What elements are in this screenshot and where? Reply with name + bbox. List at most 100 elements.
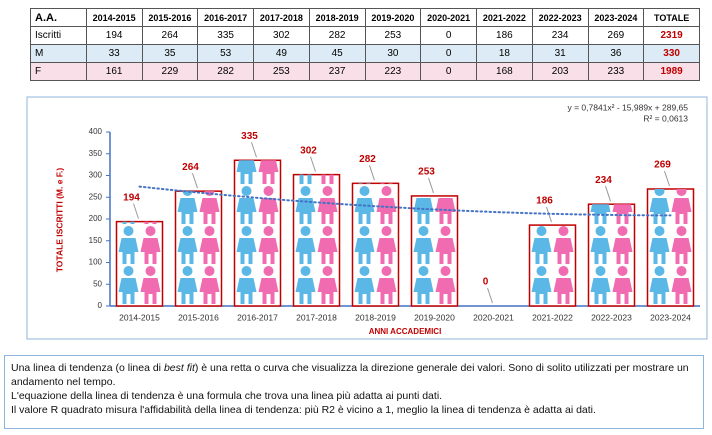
- figure-head: [418, 266, 429, 276]
- header-cell: 2014-2015: [85, 8, 143, 27]
- table-cell: 1989: [643, 62, 700, 81]
- figure-body: [317, 238, 338, 264]
- figure-head: [263, 226, 274, 236]
- figure-head: [359, 266, 370, 276]
- figure-head: [204, 266, 215, 276]
- figure-head: [654, 188, 665, 196]
- figure-head: [182, 266, 193, 276]
- label-arrow: [310, 156, 316, 172]
- figure-body: [612, 278, 633, 304]
- x-tick-label: 2014-2015: [119, 312, 160, 322]
- x-tick-label: 2023-2024: [650, 312, 691, 322]
- y-tick-label: 300: [89, 171, 103, 180]
- bar-figures: [177, 191, 220, 304]
- figure-body: [671, 278, 692, 304]
- figure-head: [241, 266, 252, 276]
- x-tick-label: 2021-2022: [532, 312, 573, 322]
- figure-body: [435, 198, 456, 224]
- table-row: F 161 229 282 253 237 223 0 168 203 233 1989: [30, 62, 700, 81]
- figure-body: [118, 278, 139, 304]
- figure-body: [553, 278, 574, 304]
- figure-head: [617, 266, 628, 276]
- figure-body: [258, 278, 279, 304]
- figure-body: [317, 198, 338, 224]
- header-cell: 2022-2023: [531, 8, 589, 27]
- figure-body: [317, 278, 338, 304]
- figure-body: [435, 278, 456, 304]
- figure-body: [199, 278, 220, 304]
- figure-head: [422, 195, 425, 196]
- figure-body: [177, 278, 198, 304]
- bar-figures: [413, 195, 456, 304]
- figure-body: [295, 238, 316, 264]
- figure-body: [236, 278, 257, 304]
- y-tick-label: 50: [93, 279, 102, 288]
- table-cell: 203: [531, 62, 589, 81]
- x-tick-label: 2022-2023: [591, 312, 632, 322]
- figure-head: [440, 226, 451, 236]
- figure-body: [236, 198, 257, 224]
- figure-body: [590, 238, 611, 264]
- bar-figures: [236, 160, 279, 304]
- figure-head: [300, 266, 311, 276]
- figure-head: [123, 226, 134, 236]
- table-cell: M: [30, 44, 87, 63]
- x-tick-label: 2015-2016: [178, 312, 219, 322]
- header-cell: TOTALE: [643, 8, 700, 27]
- figure-body: [649, 238, 670, 264]
- note-text: best fit: [163, 362, 195, 374]
- figure-head: [381, 186, 392, 196]
- figure-body: [612, 204, 633, 224]
- figure-head: [182, 226, 193, 236]
- figure-body: [295, 198, 316, 224]
- figure-body: [354, 238, 375, 264]
- bar-figures: [118, 221, 161, 304]
- figure-body: [295, 278, 316, 304]
- note-box: Una linea di tendenza (o linea di best f…: [4, 355, 704, 429]
- figure-body: [649, 198, 670, 224]
- header-cell: 2023-2024: [587, 8, 645, 27]
- figure-body: [671, 238, 692, 264]
- label-arrow: [133, 203, 139, 219]
- figure-head: [359, 226, 370, 236]
- table-cell: 45: [308, 44, 366, 63]
- figure-body: [376, 238, 397, 264]
- figure-head: [322, 186, 333, 196]
- y-tick-label: 350: [89, 149, 103, 158]
- table-cell: 253: [253, 62, 310, 81]
- figure-head: [145, 266, 156, 276]
- header-cell: A.A.: [30, 8, 87, 27]
- table-cell: 49: [253, 44, 310, 63]
- figure-body: [122, 221, 135, 224]
- chart: y = 0,7841x² - 15,989x + 289,65 R² = 0,0…: [26, 96, 708, 340]
- figure-head: [676, 226, 687, 236]
- figure-body: [358, 183, 371, 184]
- bar-figures: [649, 188, 692, 304]
- bar-figures: [531, 226, 574, 304]
- figure-body: [118, 238, 139, 264]
- label-arrow: [664, 170, 670, 187]
- x-axis-label: ANNI ACCADEMICI: [369, 327, 442, 336]
- table-cell: 53: [197, 44, 254, 63]
- data-label: 253: [418, 167, 435, 178]
- table-cell: 35: [141, 44, 199, 63]
- figure-head: [263, 266, 274, 276]
- data-label: 0: [483, 277, 489, 288]
- label-arrow: [369, 165, 375, 181]
- figure-head: [322, 266, 333, 276]
- data-label: 194: [123, 192, 140, 203]
- note-paragraph: L'equazione della linea di tendenza è un…: [11, 390, 443, 402]
- figure-head: [263, 186, 274, 196]
- y-tick-label: 400: [89, 127, 103, 136]
- table-cell: 0: [420, 62, 477, 81]
- note-text: ) è una retta o curva che visualizza la …: [11, 362, 689, 388]
- figure-head: [440, 266, 451, 276]
- figure-head: [536, 266, 547, 276]
- figure-body: [140, 278, 161, 304]
- r-squared: R² = 0,0613: [643, 113, 688, 123]
- figure-body: [258, 238, 279, 264]
- figure-head: [123, 266, 134, 276]
- figure-head: [558, 266, 569, 276]
- x-tick-label: 2019-2020: [414, 312, 455, 322]
- figure-head: [381, 226, 392, 236]
